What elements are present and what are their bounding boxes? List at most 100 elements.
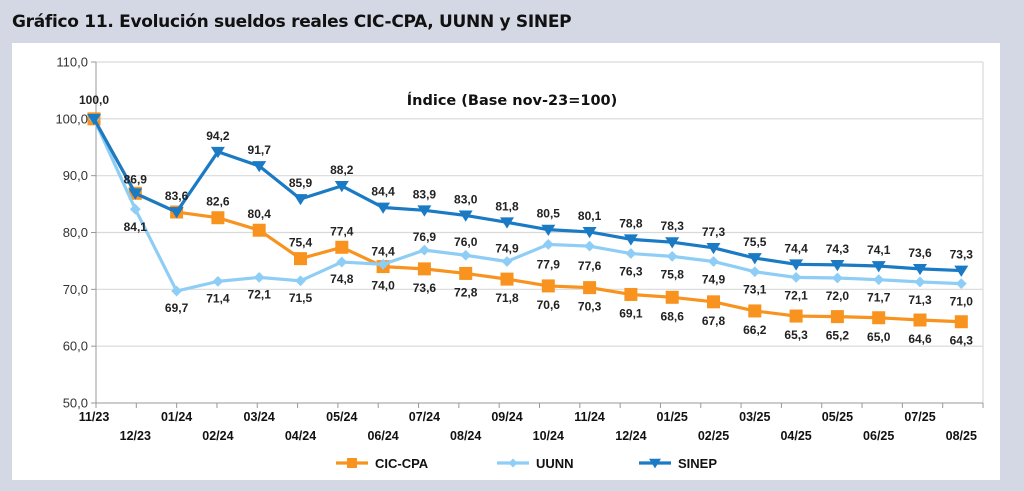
data-label: 74,9: [702, 272, 726, 286]
data-point-square: [789, 309, 803, 323]
data-label: 75,8: [661, 267, 685, 281]
data-label: 100,0: [79, 93, 109, 107]
data-point-square: [335, 240, 349, 254]
data-point-square: [624, 287, 638, 301]
data-point-diamond: [129, 203, 141, 215]
data-label: 80,5: [537, 207, 561, 221]
legend: CIC-CPA UUNN SINEP: [336, 456, 717, 471]
data-point-diamond: [419, 244, 430, 256]
data-point-triangle: [128, 188, 143, 200]
legend-item-cic-cpa: CIC-CPA: [336, 456, 429, 471]
series-group: [87, 112, 969, 329]
data-label: 84,1: [124, 220, 148, 234]
data-point-diamond: [508, 458, 518, 468]
data-point-triangle: [417, 205, 432, 217]
data-point-triangle: [954, 265, 969, 277]
data-point-diamond: [253, 271, 265, 283]
data-label: 84,4: [371, 184, 395, 198]
series-uunn: [88, 113, 967, 297]
x-tick-label: 04/25: [780, 429, 811, 443]
data-point-square: [211, 211, 225, 225]
data-point-diamond: [708, 256, 719, 267]
x-tick-label: 02/25: [698, 429, 729, 443]
data-point-triangle: [293, 194, 308, 206]
data-label: 72,8: [454, 285, 478, 299]
x-tick-label: 05/25: [822, 410, 853, 424]
data-label: 77,6: [578, 259, 602, 273]
data-label: 77,3: [702, 225, 726, 239]
data-point-diamond: [584, 240, 595, 252]
data-point-diamond: [914, 276, 926, 288]
x-tick-label: 01/24: [161, 410, 192, 424]
data-point-square: [459, 266, 473, 280]
data-label: 72,1: [784, 288, 808, 302]
series-line-sinep: [92, 118, 962, 273]
data-point-triangle: [747, 253, 762, 265]
data-point-triangle: [87, 113, 101, 126]
data-point-triangle: [649, 458, 661, 469]
data-label: 77,4: [330, 224, 354, 238]
data-point-square: [417, 262, 431, 276]
legend-item-uunn: UUNN: [497, 456, 574, 471]
data-point-triangle: [665, 237, 680, 249]
x-tick-label: 11/24: [574, 410, 605, 424]
data-label: 67,8: [702, 314, 726, 328]
x-tick-label: 12/24: [615, 429, 646, 443]
data-label: 71,7: [867, 291, 891, 305]
y-tick-label: 100,0: [55, 111, 88, 126]
data-point-square: [707, 295, 720, 309]
data-point-triangle: [830, 259, 845, 272]
series-sinep: [87, 113, 969, 277]
data-label: 74,8: [330, 272, 354, 286]
data-point-triangle: [210, 146, 225, 159]
data-point-square: [954, 315, 968, 329]
data-point-triangle: [500, 217, 514, 229]
data-label: 64,6: [908, 332, 932, 346]
data-point-diamond: [832, 272, 843, 284]
data-point-square: [252, 223, 266, 237]
data-point-triangle: [376, 202, 391, 214]
data-label: 65,3: [784, 328, 808, 342]
data-label: 66,2: [743, 323, 767, 337]
data-label: 71,4: [206, 291, 230, 305]
x-tick-label: 01/25: [657, 410, 688, 424]
data-point-diamond: [749, 266, 761, 278]
data-point-diamond: [295, 275, 306, 287]
data-label: 78,8: [619, 216, 643, 230]
y-tick-label: 80,0: [63, 225, 88, 240]
x-tick-label: 08/24: [450, 429, 481, 443]
data-point-triangle: [541, 224, 556, 236]
data-label: 88,2: [330, 163, 354, 177]
data-point-square: [665, 290, 679, 304]
data-label: 71,5: [289, 291, 313, 305]
data-point-square: [583, 281, 597, 295]
data-point-square: [748, 304, 762, 318]
series-line-uunn: [92, 118, 962, 293]
y-tick-label: 90,0: [63, 168, 88, 183]
data-label: 74,3: [826, 242, 850, 256]
data-label: 76,0: [454, 235, 478, 249]
data-label: 65,2: [826, 329, 850, 343]
x-tick-label: 09/24: [491, 410, 522, 424]
data-point-diamond: [625, 248, 637, 259]
data-label: 73,3: [950, 248, 974, 262]
x-tick-label: 02/24: [202, 429, 233, 443]
data-label: 72,0: [826, 289, 850, 303]
series-line-cic-cpa: [92, 118, 962, 324]
data-labels: 83,6 82,6 80,4 75,4 77,4 74,0 73,6 72,8 71,8 70,6…: [79, 93, 973, 348]
data-label: 83,9: [413, 187, 437, 201]
data-point-diamond: [501, 256, 513, 267]
data-label: 75,5: [743, 235, 767, 249]
data-point-diamond: [666, 250, 678, 262]
data-label: 71,8: [495, 291, 519, 305]
x-tick-label: 04/24: [285, 429, 316, 443]
data-label: 70,3: [578, 300, 602, 314]
data-label: 73,6: [908, 246, 932, 260]
x-tick-label: 07/25: [904, 410, 935, 424]
data-label: 65,0: [867, 330, 891, 344]
legend-label: CIC-CPA: [375, 456, 429, 471]
x-tick-label: 11/23: [79, 410, 110, 424]
data-point-square: [541, 279, 555, 293]
data-point-diamond: [336, 256, 348, 268]
y-tick-label: 50,0: [63, 396, 88, 411]
